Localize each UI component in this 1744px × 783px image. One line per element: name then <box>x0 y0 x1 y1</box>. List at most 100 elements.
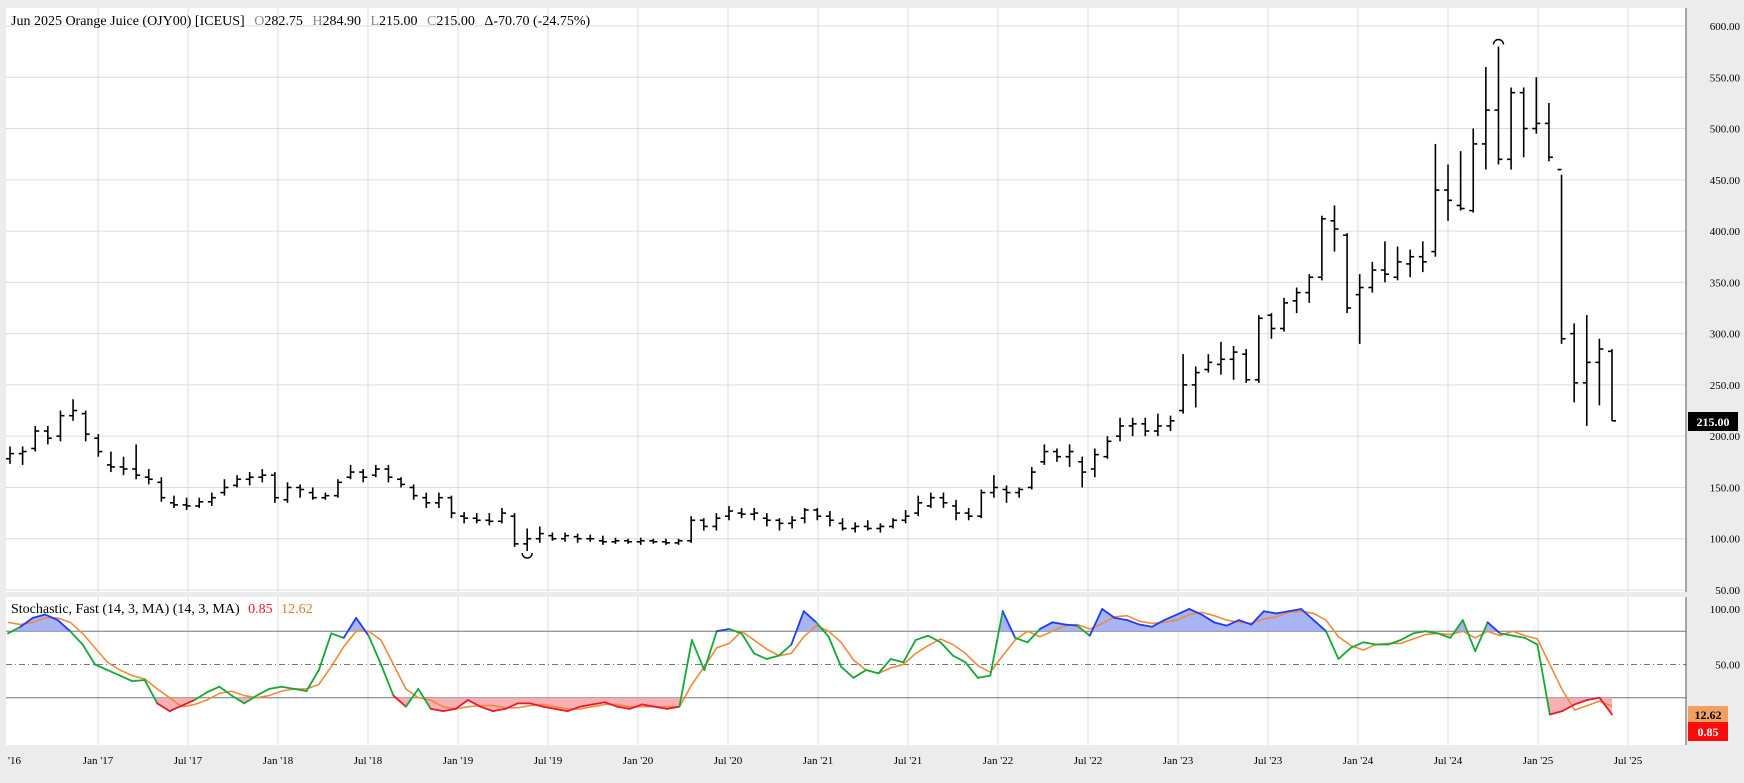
price-tick-label: 250.00 <box>1710 380 1741 392</box>
stochastic-k-segment <box>280 685 295 690</box>
stochastic-k-segment <box>1001 610 1017 639</box>
stochastic-k-segment <box>1225 619 1240 627</box>
ohlc-bar <box>296 484 305 498</box>
ohlc-bar <box>422 492 431 508</box>
stochastic-k-segment <box>927 634 942 644</box>
price-tick-label: 300.00 <box>1710 329 1741 341</box>
ohlc-bar <box>1242 349 1251 383</box>
stochastic-k-segment <box>541 705 557 710</box>
stochastic-k-segment <box>1461 619 1477 653</box>
stochastic-k-segment <box>653 705 668 710</box>
ohlc-bar <box>56 410 65 442</box>
stochastic-k-segment <box>1598 696 1613 716</box>
ohlc-bar <box>447 495 456 519</box>
ohlc-bar <box>901 510 910 524</box>
stochastic-k-segment <box>442 708 457 713</box>
stochastic-k-segment <box>1486 621 1501 635</box>
stochastic-d-value: 12.62 <box>281 602 313 617</box>
ohlc-bar <box>586 534 595 542</box>
ohlc-bar <box>69 399 78 421</box>
stochastic-k-segment <box>603 701 619 708</box>
stochastic-k-segment <box>765 654 780 660</box>
ohlc-bar <box>1191 366 1200 408</box>
stochastic-k-segment <box>1362 641 1377 646</box>
price-grid <box>6 8 1686 592</box>
stochastic-k-segment <box>392 694 407 708</box>
ohlc-bar <box>523 528 532 552</box>
ohlc-bar <box>1204 354 1213 373</box>
stochastic-k-segment <box>69 630 84 646</box>
ohlc-bar <box>144 468 153 485</box>
stochastic-y-axis: 100.00 50.00 <box>1710 604 1741 672</box>
open-value: 282.75 <box>264 14 303 29</box>
ohlc-bar <box>1103 436 1112 459</box>
ohlc-bar <box>460 512 469 524</box>
stochastic-k-segment <box>181 699 196 707</box>
ohlc-bar <box>81 410 90 442</box>
ohlc-bar <box>1065 444 1074 467</box>
ohlc-bar <box>561 532 570 542</box>
last-price-badge-text: 215.00 <box>1697 415 1730 429</box>
time-axis: '16 Jan '17 Jul '17 Jan '18 Jul '18 Jan '19 Ju… <box>8 755 1643 767</box>
ohlc-bar <box>169 495 178 508</box>
stochastic-k-segment <box>827 635 842 668</box>
stochastic-k-segment <box>1151 619 1166 628</box>
ohlc-bar <box>207 492 216 506</box>
stochastic-k-value: 0.85 <box>248 602 273 617</box>
ohlc-bar <box>535 526 544 543</box>
ohlc-bar <box>245 472 254 486</box>
ohlc-bar <box>737 507 746 519</box>
ohlc-bar <box>800 507 809 524</box>
ohlc-bar <box>1380 241 1389 283</box>
ohlc-bar <box>952 499 961 521</box>
stochastic-k-segment <box>952 654 967 664</box>
ohlc-bar <box>1494 46 1503 165</box>
ohlc-bar <box>1015 487 1024 498</box>
stochastic-k-segment <box>1138 623 1153 628</box>
stochastic-k-segment <box>616 705 631 710</box>
price-panel <box>6 8 1686 592</box>
ohlc-bar <box>851 522 860 533</box>
ohlc-bar <box>1608 349 1616 422</box>
time-tick-label: Jan '17 <box>83 755 114 767</box>
ohlc-bar <box>977 489 986 519</box>
ohlc-bar <box>1002 485 1011 503</box>
stochastic-k-segment <box>1287 608 1303 613</box>
stochastic-k-segment <box>417 688 432 710</box>
overbought-fill <box>12 609 1498 632</box>
ohlc-bar <box>346 464 355 480</box>
stochastic-k-segment <box>641 703 656 708</box>
stochastic-k-segment <box>1524 636 1539 646</box>
ohlc-bar <box>1456 151 1465 211</box>
ohlc-bar <box>220 479 229 496</box>
ohlc-bar <box>283 482 292 503</box>
stochastic-k-segment <box>479 705 494 713</box>
ohlc-bar <box>1128 417 1137 437</box>
ohlc-bar <box>611 537 620 544</box>
ohlc-bar <box>157 477 166 502</box>
stochastic-k-segment <box>305 669 320 693</box>
stochastic-k-segment <box>19 616 34 628</box>
stochastic-k-segment <box>1188 608 1203 616</box>
ohlc-bar <box>485 513 494 526</box>
stochastic-k-segment <box>840 665 855 679</box>
stochastic-k-segment <box>902 639 917 664</box>
stochastic-k-badge <box>1688 722 1728 741</box>
stochastic-k-segment <box>168 704 183 713</box>
stochastic-k-segment <box>591 701 606 706</box>
stochastic-k-segment <box>877 658 892 675</box>
stochastic-k-segment <box>1561 703 1576 713</box>
time-tick-label: Jul '19 <box>534 755 563 767</box>
time-tick-label: Jan '22 <box>983 755 1013 767</box>
stochastic-k-segment <box>529 702 544 708</box>
ohlc-bar <box>1481 67 1490 170</box>
ohlc-bar <box>397 477 406 488</box>
ohlc-bar <box>1305 274 1314 303</box>
high-marker <box>1492 38 1505 45</box>
ohlc-bar <box>939 492 948 508</box>
stochastic-k-segment <box>1349 641 1365 649</box>
ohlc-bar <box>1116 417 1125 442</box>
time-tick-label: Jul '20 <box>714 755 743 767</box>
ohlc-bar <box>573 533 582 543</box>
